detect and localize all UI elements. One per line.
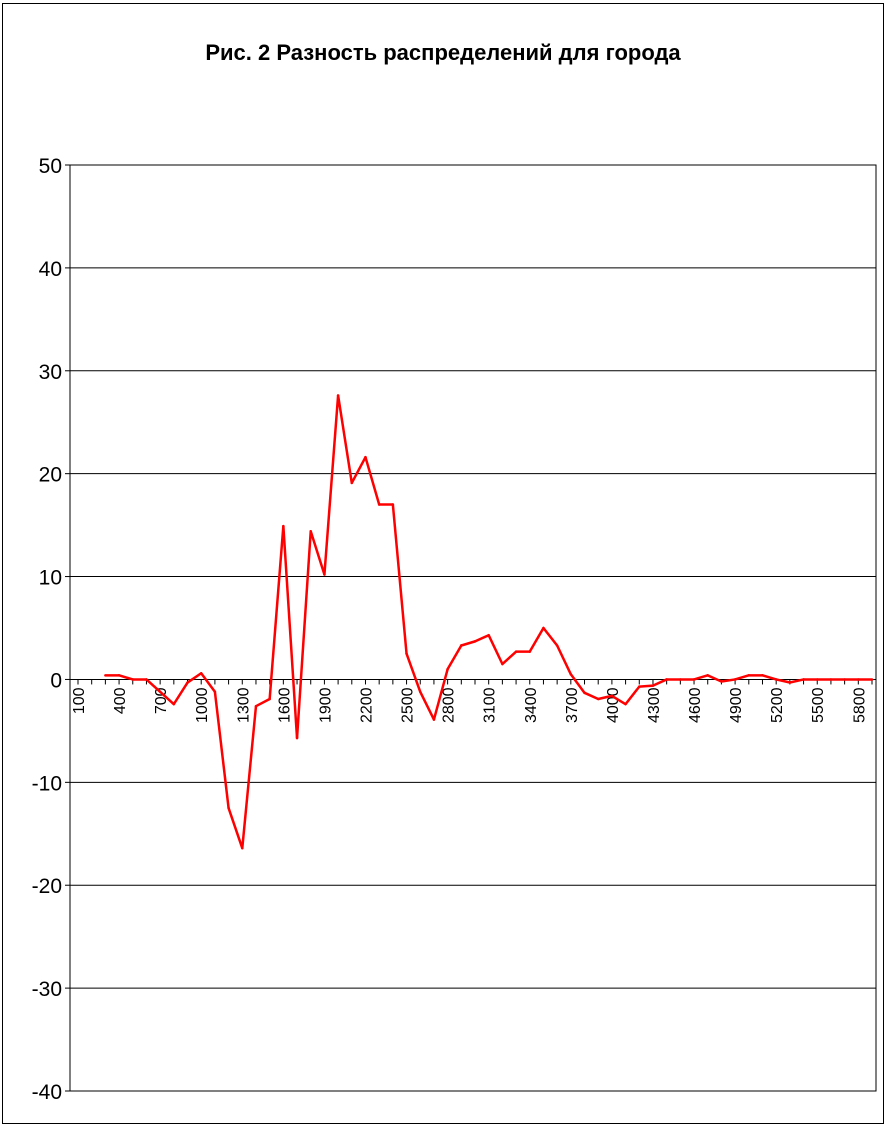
y-axis-ticks: 50 40 30 20 10 0 -10 -20 -30 -40 xyxy=(32,155,70,1104)
series-line-segment xyxy=(227,806,244,850)
series-line-segment xyxy=(117,674,135,681)
series-line-segment xyxy=(213,690,230,810)
series-line-segment xyxy=(761,674,778,681)
series-line-segment xyxy=(610,694,627,706)
y-tick-label: -20 xyxy=(32,875,62,898)
series-line-segment xyxy=(774,678,792,684)
x-tick-label: 100 xyxy=(71,687,88,714)
x-tick-label: 2500 xyxy=(400,687,417,723)
series-line-segment xyxy=(473,633,490,643)
y-tick-label: 40 xyxy=(39,258,62,281)
series-line-segment xyxy=(446,644,463,671)
y-tick-label: 0 xyxy=(50,669,62,692)
series-line-segment xyxy=(336,394,354,485)
series-line-segment xyxy=(268,524,285,701)
x-tick-label: 700 xyxy=(153,687,170,714)
series-line-segment xyxy=(528,626,545,653)
series-line-segment xyxy=(720,678,737,683)
series-line-segment xyxy=(350,455,367,485)
series-line-segment xyxy=(596,694,614,701)
series-line-segment xyxy=(555,644,573,676)
x-tick-label: 5500 xyxy=(810,687,827,723)
x-tick-label: 5200 xyxy=(769,687,786,723)
series-layer xyxy=(104,394,874,850)
series-line-segment xyxy=(733,674,751,681)
y-tick-label: -40 xyxy=(32,1081,62,1104)
series-line-segment xyxy=(241,704,258,850)
series-line-segment xyxy=(323,394,340,576)
series-line-segment xyxy=(624,685,641,706)
y-tick-label: 20 xyxy=(39,464,62,487)
series-line-segment xyxy=(364,455,381,506)
series-line-segment xyxy=(158,690,176,706)
series-line-segment xyxy=(460,640,477,647)
x-tick-label: 4900 xyxy=(728,687,745,723)
series-line-segment xyxy=(186,672,203,684)
series-line-segment xyxy=(569,673,586,695)
series-line-segment xyxy=(418,690,436,721)
series-line-segment xyxy=(638,684,655,688)
series-line-segment xyxy=(583,691,600,701)
y-tick-label: 30 xyxy=(39,361,62,384)
x-tick-label: 3700 xyxy=(564,687,581,723)
x-tick-label: 4600 xyxy=(687,687,704,723)
series-line-segment xyxy=(282,524,299,740)
y-tick-label: 50 xyxy=(39,155,62,178)
series-line-segment xyxy=(692,674,709,681)
series-line-segment xyxy=(391,503,408,655)
x-tick-label: 1000 xyxy=(194,687,211,723)
x-tick-label: 2200 xyxy=(358,687,375,723)
y-tick-label: 10 xyxy=(39,567,62,590)
series-line-segment xyxy=(309,530,326,576)
series-line-segment xyxy=(432,667,449,721)
series-line-segment xyxy=(145,678,162,694)
chart-title: Рис. 2 Разность распределений для города xyxy=(205,40,681,65)
series-line-segment xyxy=(172,681,189,706)
series-line-segment xyxy=(651,678,668,687)
series-line-segment xyxy=(788,678,805,684)
x-tick-label: 5800 xyxy=(851,687,868,723)
series-line-segment xyxy=(295,530,312,740)
series-line-segment xyxy=(706,674,723,683)
x-tick-label: 1900 xyxy=(317,687,334,723)
series-line-segment xyxy=(199,672,217,694)
x-tick-label: 1600 xyxy=(276,687,293,723)
x-tick-label: 3100 xyxy=(482,687,499,723)
x-tick-label: 400 xyxy=(112,687,129,714)
series-line-segment xyxy=(405,652,422,694)
x-tick-label: 4300 xyxy=(646,687,663,723)
x-tick-label: 4000 xyxy=(605,687,622,723)
series-line-segment xyxy=(487,633,504,666)
x-tick-label: 2800 xyxy=(441,687,458,723)
grid-layer xyxy=(70,267,876,989)
y-tick-label: -10 xyxy=(32,772,62,795)
series-line-segment xyxy=(501,650,518,666)
series-line-segment xyxy=(542,626,559,647)
x-axis: 100 400 700 1000 1300 1600 1900 2200 2500 2800 310… xyxy=(71,679,873,723)
plot-area xyxy=(69,164,877,1092)
x-tick-label: 1300 xyxy=(235,687,252,723)
x-tick-label: 3400 xyxy=(523,687,540,723)
series-line-segment xyxy=(254,697,271,708)
y-tick-label: -30 xyxy=(32,978,62,1001)
